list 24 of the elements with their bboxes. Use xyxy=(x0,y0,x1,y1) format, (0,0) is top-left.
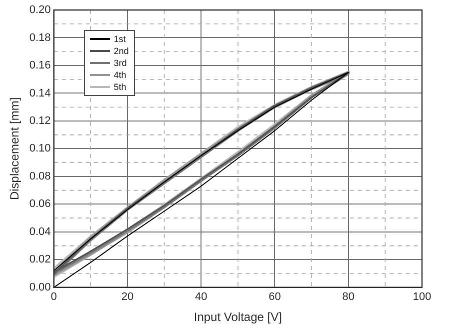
y-tick-label: 0.10 xyxy=(29,142,51,155)
y-tick-label: 0.12 xyxy=(29,114,51,127)
x-tick-label: 0 xyxy=(50,291,57,304)
y-tick-label: 0.20 xyxy=(29,4,51,16)
y-tick-label: 0.08 xyxy=(29,170,51,182)
x-tick-label: 40 xyxy=(194,291,208,304)
legend-label: 5th xyxy=(114,82,126,92)
x-axis-title: Input Voltage [V] xyxy=(194,310,282,324)
x-tick-label: 20 xyxy=(121,291,134,304)
x-tick-label: 60 xyxy=(268,291,281,304)
y-tick-label: 0.18 xyxy=(29,32,51,44)
x-tick-label: 100 xyxy=(412,291,432,304)
legend-label: 2nd xyxy=(114,46,129,56)
y-tick-label: 0.06 xyxy=(29,198,51,210)
y-axis-title: Displacement [mm] xyxy=(8,97,22,200)
y-tick-label: 0.16 xyxy=(29,60,51,72)
legend-label: 3rd xyxy=(114,58,127,68)
legend-label: 4th xyxy=(114,70,126,80)
x-tick-label: 80 xyxy=(342,291,354,304)
y-tick-label: 0.14 xyxy=(29,87,51,100)
y-tick-label: 0.00 xyxy=(29,281,51,294)
y-tick-label: 0.02 xyxy=(29,254,51,266)
y-tick-label: 0.04 xyxy=(29,226,51,238)
legend-label: 1st xyxy=(114,34,126,44)
